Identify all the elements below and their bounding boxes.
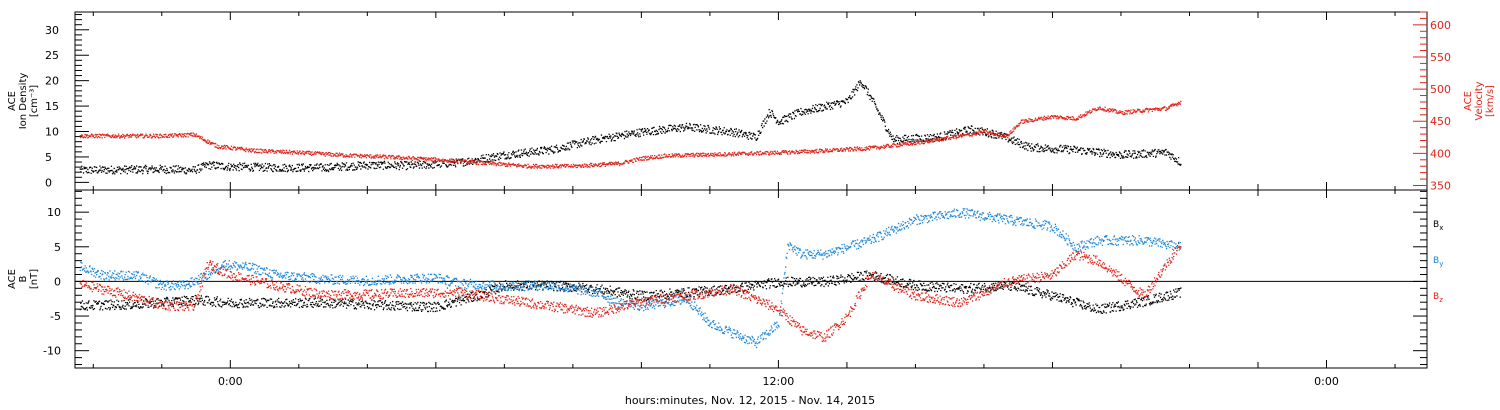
- right-tick-label: 350: [1430, 180, 1451, 193]
- left-tick-label: 20: [45, 75, 59, 88]
- left-tick-label: 15: [45, 100, 59, 113]
- b-axis-title: ACE B [nT]: [7, 269, 40, 289]
- velocity-axis-title: ACE Velocity [km/s]: [1463, 81, 1496, 120]
- b-tick-label: 10: [47, 206, 61, 219]
- legend-bx: Bx: [1433, 220, 1443, 232]
- left-tick-label: 0: [45, 176, 52, 189]
- svg-text:B: B: [18, 275, 29, 282]
- series-bx: [79, 270, 1182, 314]
- plasma-panel-frame: [74, 11, 1428, 191]
- b-tick-label: -5: [50, 310, 61, 323]
- left-tick-label: 30: [45, 24, 59, 37]
- right-tick-label: 450: [1430, 115, 1451, 128]
- left-tick-label: 5: [45, 151, 52, 164]
- legend-by: By: [1433, 256, 1443, 268]
- data-series: [79, 80, 1182, 349]
- x-axis-title: hours:minutes, Nov. 12, 2015 - Nov. 14, …: [625, 394, 875, 407]
- svg-text:ACE: ACE: [1463, 91, 1474, 111]
- svg-text:ACE: ACE: [7, 91, 18, 111]
- x-tick-label: 12:00: [763, 375, 795, 388]
- series-bz: [79, 242, 1182, 343]
- density-axis-title: ACE Ion Density [cm⁻³]: [7, 73, 40, 130]
- right-tick-label: 400: [1430, 147, 1451, 160]
- tick-marks: [75, 11, 1427, 368]
- b-tick-label: 0: [54, 275, 61, 288]
- x-tick-label: 0:00: [218, 375, 243, 388]
- legend-bz: Bz: [1433, 292, 1443, 304]
- right-tick-label: 500: [1430, 83, 1451, 96]
- svg-text:Ion Density: Ion Density: [18, 73, 29, 130]
- left-tick-label: 25: [45, 49, 59, 62]
- svg-text:Velocity: Velocity: [1474, 81, 1485, 120]
- left-tick-label: 10: [45, 126, 59, 139]
- right-tick-label: 600: [1430, 19, 1451, 32]
- svg-text:ACE: ACE: [7, 269, 18, 289]
- svg-text:[km/s]: [km/s]: [1485, 85, 1496, 117]
- imf-panel-frame: [74, 189, 1428, 369]
- x-tick-label: 0:00: [1314, 375, 1339, 388]
- series-by: [79, 208, 1182, 349]
- right-tick-label: 550: [1430, 51, 1451, 64]
- svg-text:[nT]: [nT]: [29, 269, 40, 289]
- b-tick-label: -10: [43, 345, 61, 358]
- b-tick-label: 5: [54, 241, 61, 254]
- svg-text:[cm⁻³]: [cm⁻³]: [29, 85, 40, 117]
